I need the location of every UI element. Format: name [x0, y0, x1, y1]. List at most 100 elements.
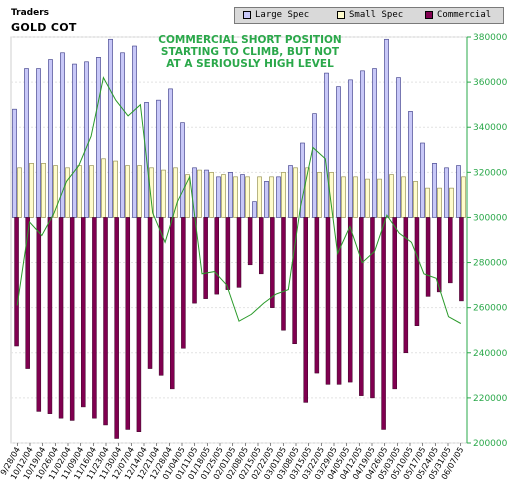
bar-commercial [203, 217, 208, 299]
bar-small-spec [425, 187, 430, 218]
bar-small-spec [65, 167, 70, 218]
bar-large-spec [360, 70, 365, 218]
bar-large-spec [456, 165, 461, 218]
bar-large-spec [312, 113, 317, 218]
bar-small-spec [41, 163, 46, 218]
bar-commercial [125, 217, 131, 430]
bar-large-spec [324, 72, 329, 218]
bar-small-spec [353, 176, 358, 218]
legend-label-small-spec: Small Spec [349, 10, 404, 20]
bar-small-spec [77, 165, 82, 218]
bar-commercial [303, 217, 308, 403]
y-tick-label: 300000 [473, 213, 508, 223]
bar-large-spec [84, 61, 89, 218]
bar-large-spec [156, 99, 161, 218]
bar-large-spec [252, 201, 257, 218]
bar-commercial [381, 217, 386, 430]
bar-small-spec [161, 169, 166, 218]
bar-commercial [181, 217, 186, 349]
bar-commercial [225, 217, 231, 290]
bar-large-spec [228, 172, 233, 218]
bar-commercial [392, 217, 397, 390]
bar-small-spec [269, 176, 274, 218]
bar-large-spec [120, 52, 125, 218]
bar-small-spec [29, 163, 34, 218]
bar-commercial [136, 217, 142, 432]
bar-commercial [370, 217, 375, 399]
legend-swatch-commercial [425, 10, 433, 19]
bar-commercial [114, 217, 119, 439]
annotation-line-1: COMMERCIAL SHORT POSITION [158, 34, 342, 46]
bar-small-spec [197, 169, 202, 218]
bar-large-spec [204, 169, 209, 218]
bar-large-spec [108, 38, 113, 218]
bar-small-spec [257, 176, 262, 218]
legend-item-large-spec: Large Spec [243, 10, 309, 20]
annotation-line-3: AT A SERIOUSLY HIGH LEVEL [166, 58, 334, 70]
chart-annotation: COMMERCIAL SHORT POSITION STARTING TO CL… [140, 34, 360, 70]
legend-swatch-small-spec [337, 10, 345, 19]
bar-large-spec [48, 59, 53, 218]
bar-large-spec [168, 88, 173, 218]
y-tick-label: 380000 [473, 33, 508, 43]
bar-small-spec [245, 176, 250, 218]
y-tick-label: 340000 [473, 123, 508, 133]
bar-commercial [36, 217, 42, 412]
bar-large-spec [420, 142, 425, 218]
y-tick-label: 280000 [473, 259, 508, 269]
bar-commercial [170, 217, 175, 390]
bar-large-spec [432, 163, 437, 218]
y-tick-label: 240000 [473, 349, 508, 359]
y-tick-label: 200000 [473, 439, 508, 449]
bar-commercial [236, 217, 242, 288]
bar-small-spec [401, 176, 406, 218]
bar-large-spec [288, 165, 293, 218]
bar-large-spec [132, 45, 137, 218]
legend: Large Spec Small Spec Commercial [234, 7, 504, 24]
bar-commercial [403, 217, 409, 354]
bar-small-spec [113, 160, 118, 218]
bar-small-spec [185, 174, 190, 218]
bar-large-spec [348, 79, 353, 218]
bar-large-spec [300, 142, 305, 218]
annotation-line-2: STARTING TO CLIMB, BUT NOT [160, 46, 340, 58]
bar-commercial [81, 217, 86, 408]
bar-commercial [459, 217, 464, 302]
bar-commercial [425, 217, 431, 297]
bar-commercial [14, 217, 19, 347]
bar-large-spec [396, 77, 401, 218]
bar-small-spec [437, 187, 442, 218]
bar-small-spec [281, 172, 286, 218]
bar-commercial [147, 217, 153, 369]
bar-large-spec [276, 176, 281, 218]
line-series [16, 76, 462, 324]
bar-commercial [92, 217, 97, 419]
bar-small-spec [293, 167, 298, 218]
bar-large-spec [180, 122, 185, 218]
bar-small-spec [413, 181, 418, 218]
bar-commercial [336, 217, 342, 385]
bar-commercial [192, 217, 197, 304]
bar-small-spec [173, 167, 178, 218]
bar-commercial [58, 217, 64, 419]
bar-commercial [347, 217, 353, 383]
bar-commercial [258, 217, 264, 275]
chart-title: GOLD COT [11, 21, 77, 34]
bar-large-spec [384, 38, 389, 218]
bar-small-spec [233, 176, 238, 218]
bar-small-spec [341, 176, 346, 218]
bar-small-spec [389, 174, 394, 218]
bar-commercial [103, 217, 108, 426]
bar-commercial [47, 217, 53, 414]
bar-large-spec [72, 63, 77, 218]
bar-commercial [214, 217, 220, 295]
bar-small-spec [53, 165, 58, 218]
legend-swatch-large-spec [243, 10, 251, 19]
bar-small-spec [449, 187, 454, 218]
bar-large-spec [36, 68, 41, 218]
bar-commercial [359, 217, 364, 396]
bar-large-spec [240, 174, 245, 218]
legend-label-large-spec: Large Spec [255, 10, 310, 20]
bar-small-spec [101, 158, 106, 218]
